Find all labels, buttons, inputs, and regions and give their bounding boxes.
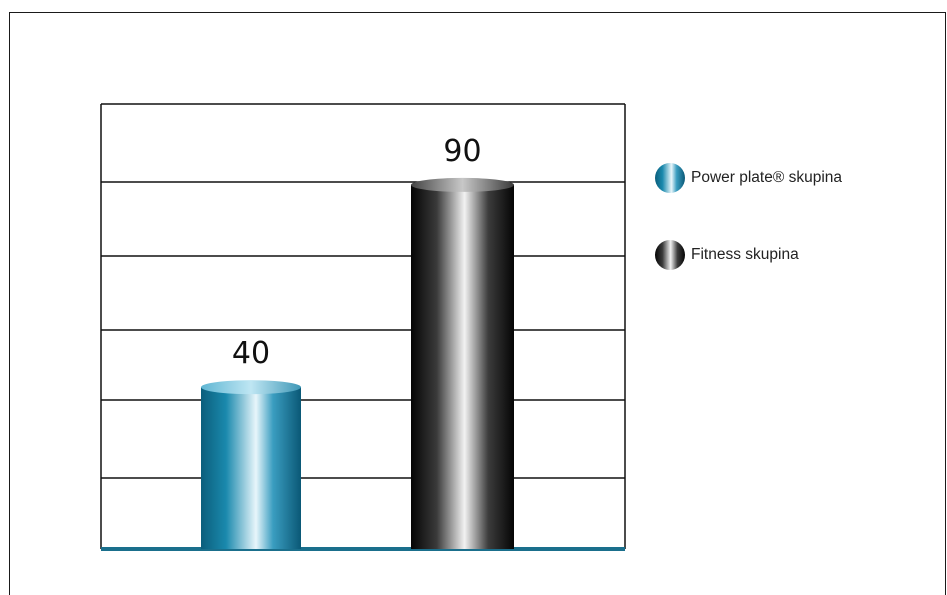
bar-power-plate [201,380,301,549]
grid-lines [100,103,626,551]
chart-frame [9,12,946,595]
legend: Power plate® skupina Fitness skupina [655,162,842,316]
data-label: 90 [443,134,481,169]
legend-label: Power plate® skupina [691,169,843,186]
legend-item-fitness: Fitness skupina [655,239,842,271]
value-labels: 40 90 [232,134,482,371]
bar-top-cap [201,380,301,395]
legend-item-power-plate: Power plate® skupina [655,162,842,194]
bars-group [201,177,514,549]
legend-swatch-black-icon [655,240,685,270]
bar-body [201,387,301,549]
bar-top-cap [411,177,514,192]
bar-fitness [411,177,514,549]
bar-body [411,184,514,549]
legend-swatch-blue-icon [655,163,685,193]
legend-label: Fitness skupina [691,246,799,263]
data-label: 40 [232,336,270,371]
